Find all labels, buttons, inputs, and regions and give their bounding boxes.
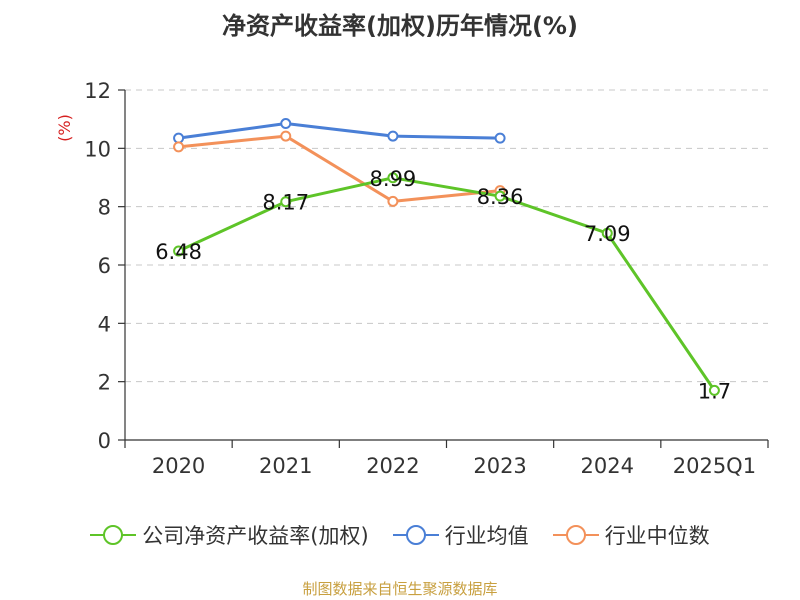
- data-label: 6.48: [155, 240, 202, 264]
- data-labels: 6.48 8.17 8.99 8.36 7.09 1.7: [155, 167, 731, 404]
- series-point: [494, 190, 506, 202]
- y-tick-label: 2: [98, 371, 111, 395]
- series-point: [280, 118, 292, 130]
- grid-lines: [125, 89, 768, 383]
- legend-marker-industry-mean: [392, 525, 439, 545]
- data-label: 8.36: [477, 185, 524, 209]
- series-point: [387, 172, 399, 184]
- x-tick-label: 2022: [366, 454, 419, 478]
- series-point: [708, 384, 720, 396]
- x-tick-label: 2021: [259, 454, 312, 478]
- x-tick-label: 2020: [152, 454, 205, 478]
- y-tick-label: 12: [84, 79, 111, 103]
- data-label: 8.17: [262, 191, 309, 215]
- series-point: [280, 196, 292, 208]
- series-point: [173, 132, 185, 144]
- series-lines: [173, 118, 720, 396]
- x-tick-label: 2025Q1: [673, 454, 756, 478]
- legend: 公司净资产收益率(加权) 行业均值 行业中位数: [0, 520, 800, 550]
- series-point: [494, 132, 506, 144]
- series-point: [173, 141, 185, 153]
- data-label: 8.99: [370, 167, 417, 191]
- series-point: [387, 130, 399, 142]
- y-tick-label: 4: [98, 312, 111, 336]
- legend-item-industry-mean[interactable]: 行业均值: [392, 520, 529, 550]
- data-source: 制图数据来自恒生聚源数据库: [302, 580, 498, 598]
- axes: 0 2 4 6 8 10 12 2020 2021 2022 2023 2024 2025Q1 (%): [55, 79, 769, 478]
- legend-marker-company: [90, 525, 137, 545]
- series-point: [387, 195, 399, 207]
- legend-label-industry-mean: 行业均值: [444, 524, 529, 548]
- data-label: 7.09: [584, 222, 631, 246]
- series-point: [280, 130, 292, 142]
- chart-title: 净资产收益率(加权)历年情况(%): [222, 12, 578, 40]
- legend-label-industry-median: 行业中位数: [604, 524, 710, 548]
- y-tick-label: 6: [98, 254, 111, 278]
- legend-item-company[interactable]: 公司净资产收益率(加权): [90, 520, 369, 550]
- legend-label-company: 公司净资产收益率(加权): [142, 524, 369, 548]
- legend-marker-industry-median: [552, 525, 599, 545]
- series-line: [178, 122, 501, 140]
- legend-item-industry-median[interactable]: 行业中位数: [552, 520, 710, 550]
- series-line: [178, 134, 501, 203]
- x-tick-label: 2024: [581, 454, 634, 478]
- y-tick-label: 8: [98, 196, 111, 220]
- series-point: [173, 245, 185, 257]
- y-tick-label: 10: [84, 137, 111, 161]
- series-point: [601, 227, 613, 239]
- y-axis-label: (%): [55, 114, 74, 142]
- x-tick-label: 2023: [473, 454, 526, 478]
- y-tick-label: 0: [98, 429, 111, 453]
- data-label: 1.7: [698, 379, 731, 403]
- series-line: [177, 176, 716, 392]
